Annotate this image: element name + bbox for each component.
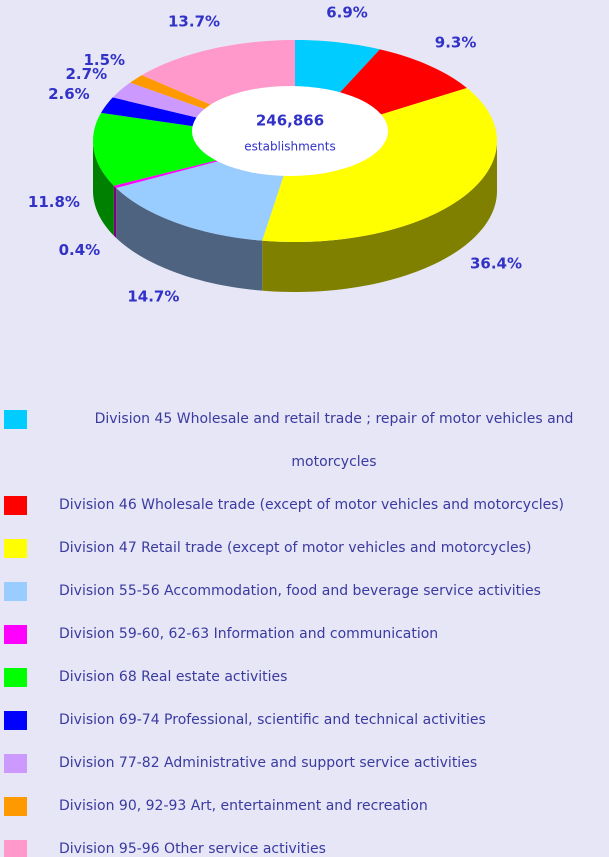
legend-label: Division 59-60, 62-63 Information and co… bbox=[59, 626, 439, 642]
legend: Division 45 Wholesale and retail trade ;… bbox=[0, 398, 609, 857]
legend-swatch bbox=[4, 582, 27, 601]
legend-label: Division 45 Wholesale and retail trade ;… bbox=[94, 411, 574, 470]
legend-swatch bbox=[4, 711, 27, 730]
legend-label: Division 77-82 Administrative and suppor… bbox=[59, 755, 478, 771]
legend-item: Division 68 Real estate activities bbox=[0, 656, 609, 699]
legend-item: Division 90, 92-93 Art, entertainment an… bbox=[0, 785, 609, 828]
legend-item: Division 46 Wholesale trade (except of m… bbox=[0, 484, 609, 527]
legend-item: Division 77-82 Administrative and suppor… bbox=[0, 742, 609, 785]
legend-label: Division 47 Retail trade (except of moto… bbox=[59, 540, 532, 556]
slice bbox=[93, 112, 296, 186]
data-label: 36.4% bbox=[470, 254, 522, 272]
legend-label: Division 46 Wholesale trade (except of m… bbox=[59, 497, 565, 513]
slice-side bbox=[93, 141, 114, 236]
data-label: 9.3% bbox=[435, 34, 477, 52]
legend-label: Division 55-56 Accommodation, food and b… bbox=[59, 583, 541, 599]
legend-swatch bbox=[4, 797, 27, 816]
legend-swatch bbox=[4, 410, 27, 429]
legend-swatch bbox=[4, 625, 27, 644]
legend-swatch bbox=[4, 668, 27, 687]
center-sublabel: establishments bbox=[244, 140, 335, 154]
legend-item: Division 95-96 Other service activities bbox=[0, 828, 609, 857]
slice-side bbox=[262, 141, 497, 292]
slice-side bbox=[113, 185, 117, 238]
center-label: 246,866 bbox=[256, 112, 324, 130]
legend-label: Division 95-96 Other service activities bbox=[59, 841, 326, 857]
data-label: 2.7% bbox=[66, 65, 108, 83]
legend-label: Division 90, 92-93 Art, entertainment an… bbox=[59, 798, 428, 814]
legend-swatch bbox=[4, 539, 27, 558]
legend-swatch bbox=[4, 754, 27, 773]
data-label: 0.4% bbox=[59, 241, 101, 259]
legend-item: Division 59-60, 62-63 Information and co… bbox=[0, 613, 609, 656]
data-label: 6.9% bbox=[326, 4, 368, 22]
chart: 246,866 establishments 6.9% 9.3% 36.4% 14.7… bbox=[28, 4, 522, 306]
center-hole bbox=[192, 86, 388, 176]
data-label: 1.5% bbox=[83, 51, 125, 69]
legend-item: Division 45 Wholesale and retail trade ;… bbox=[0, 398, 609, 484]
legend-label: Division 68 Real estate activities bbox=[59, 669, 288, 685]
legend-item: Division 69-74 Professional, scientific … bbox=[0, 699, 609, 742]
legend-item: Division 47 Retail trade (except of moto… bbox=[0, 527, 609, 570]
slice bbox=[262, 87, 497, 242]
data-label: 13.7% bbox=[168, 12, 220, 30]
legend-swatch bbox=[4, 840, 27, 857]
legend-swatch bbox=[4, 496, 27, 515]
legend-item: Division 55-56 Accommodation, food and b… bbox=[0, 570, 609, 613]
data-label: 2.6% bbox=[48, 85, 90, 103]
slice-side bbox=[116, 187, 263, 291]
data-label: 14.7% bbox=[127, 288, 179, 306]
data-label: 11.8% bbox=[28, 193, 80, 211]
legend-label: Division 69-74 Professional, scientific … bbox=[59, 712, 486, 728]
